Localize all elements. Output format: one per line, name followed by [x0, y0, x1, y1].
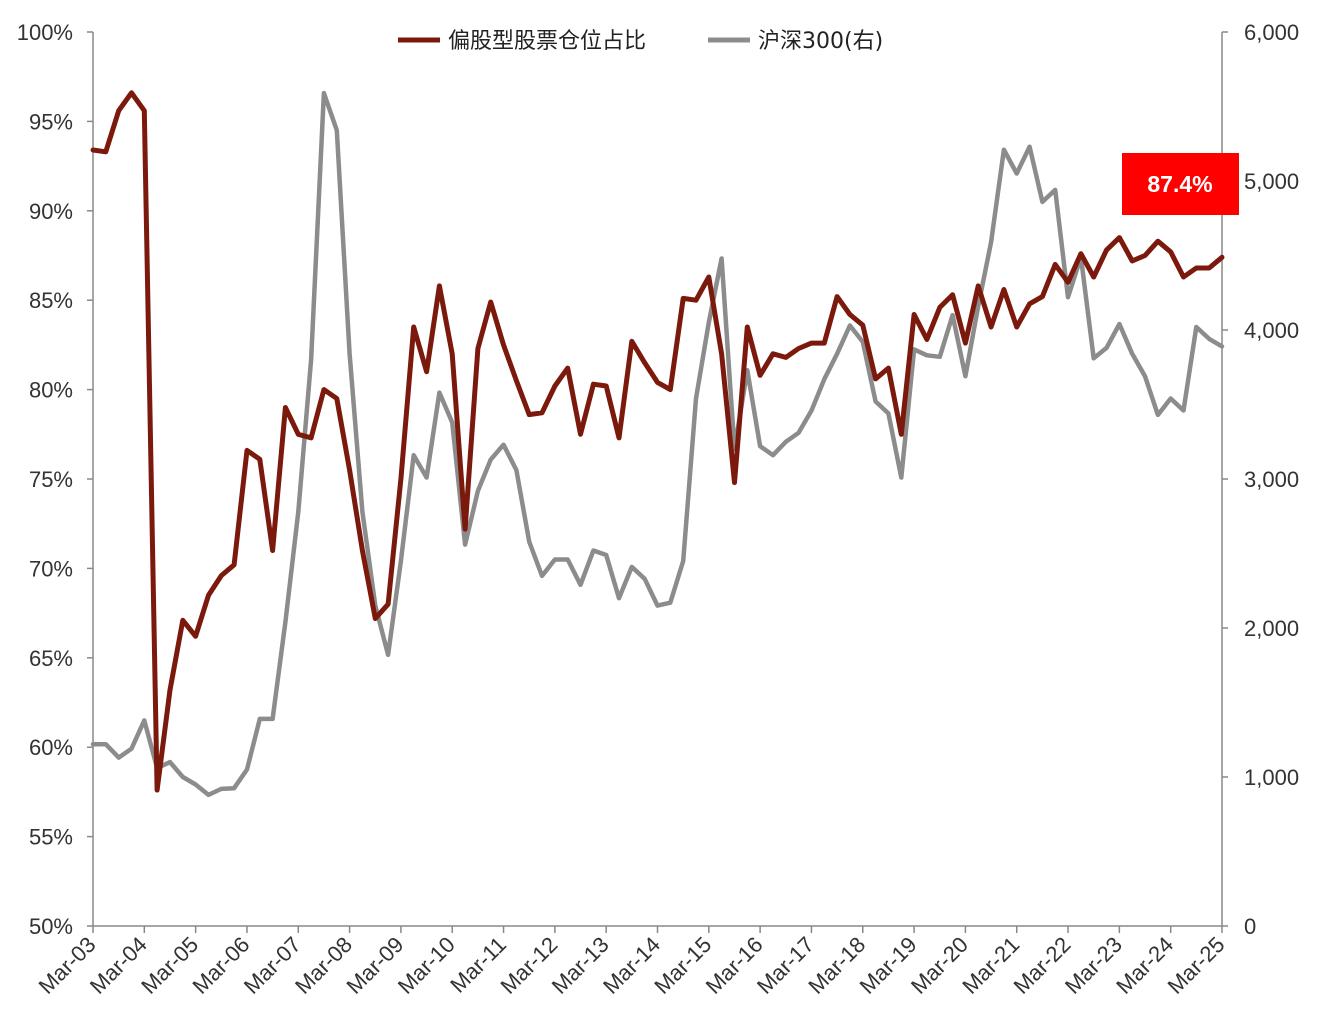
value-callout-label: 87.4%: [1147, 171, 1212, 197]
left-y-tick-label: 100%: [17, 20, 73, 45]
x-tick-label: Mar-13: [547, 932, 614, 999]
x-tick-label: Mar-12: [495, 932, 562, 999]
x-tick-label: Mar-25: [1163, 932, 1230, 999]
x-tick-label: Mar-09: [341, 932, 408, 999]
legend: 偏股型股票仓位占比 沪深300(右): [398, 29, 883, 54]
left-y-tick-label: 50%: [29, 914, 73, 939]
x-tick-label: Mar-19: [855, 932, 922, 999]
left-y-tick-label: 80%: [29, 378, 73, 403]
x-tick-label: Mar-24: [1111, 932, 1178, 999]
right-y-tick-label: 1,000: [1244, 765, 1299, 790]
legend-label-series-1: 偏股型股票仓位占比: [448, 29, 646, 54]
x-tick-label: Mar-10: [393, 932, 460, 999]
legend-item-series-1: 偏股型股票仓位占比: [398, 29, 646, 54]
x-tick-label: Mar-17: [752, 932, 819, 999]
value-callout: 87.4%: [1122, 153, 1239, 215]
right-y-tick-label: 2,000: [1244, 616, 1299, 641]
right-y-tick-label: 5,000: [1244, 169, 1299, 194]
x-tick-label: Mar-03: [34, 932, 101, 999]
left-y-tick-label: 65%: [29, 646, 73, 671]
x-ticks: Mar-03Mar-04Mar-05Mar-06Mar-07Mar-08Mar-…: [34, 926, 1230, 999]
x-tick-label: Mar-23: [1060, 932, 1127, 999]
x-tick-label: Mar-06: [188, 932, 255, 999]
x-tick-label: Mar-07: [239, 932, 306, 999]
x-tick-label: Mar-18: [803, 932, 870, 999]
left-y-tick-label: 70%: [29, 556, 73, 581]
right-y-tick-label: 3,000: [1244, 467, 1299, 492]
value-callout-box: [1122, 153, 1239, 215]
x-tick-label: Mar-22: [1009, 932, 1076, 999]
right-y-ticks: 0 1,000 2,000 3,000 4,000 5,000 6,000: [1222, 20, 1299, 939]
right-y-tick-label: 4,000: [1244, 318, 1299, 343]
x-tick-label: Mar-21: [957, 932, 1024, 999]
right-y-tick-label: 0: [1244, 914, 1256, 939]
left-y-tick-label: 60%: [29, 735, 73, 760]
series-line-csi300: [90, 90, 1225, 798]
legend-label-series-2: 沪深300(右): [758, 29, 883, 54]
x-tick-label: Mar-16: [701, 932, 768, 999]
right-y-tick-label: 6,000: [1244, 20, 1299, 45]
left-y-tick-label: 85%: [29, 288, 73, 313]
x-tick-label: Mar-04: [85, 932, 152, 999]
left-y-tick-label: 55%: [29, 825, 73, 850]
x-tick-label: Mar-14: [598, 932, 665, 999]
left-y-tick-label: 90%: [29, 199, 73, 224]
x-tick-label: Mar-05: [136, 932, 203, 999]
legend-item-series-2: 沪深300(右): [708, 29, 883, 54]
x-tick-label: Mar-15: [649, 932, 716, 999]
x-tick-label: Mar-08: [290, 932, 357, 999]
left-y-tick-label: 75%: [29, 467, 73, 492]
left-y-ticks: 50% 55% 60% 65% 70% 75% 80% 85% 90% 95% 100%: [17, 20, 93, 939]
x-tick-label: Mar-20: [906, 932, 973, 999]
left-y-tick-label: 95%: [29, 109, 73, 134]
series-layer: [90, 90, 1225, 798]
series-line-position-ratio: [90, 90, 1225, 793]
